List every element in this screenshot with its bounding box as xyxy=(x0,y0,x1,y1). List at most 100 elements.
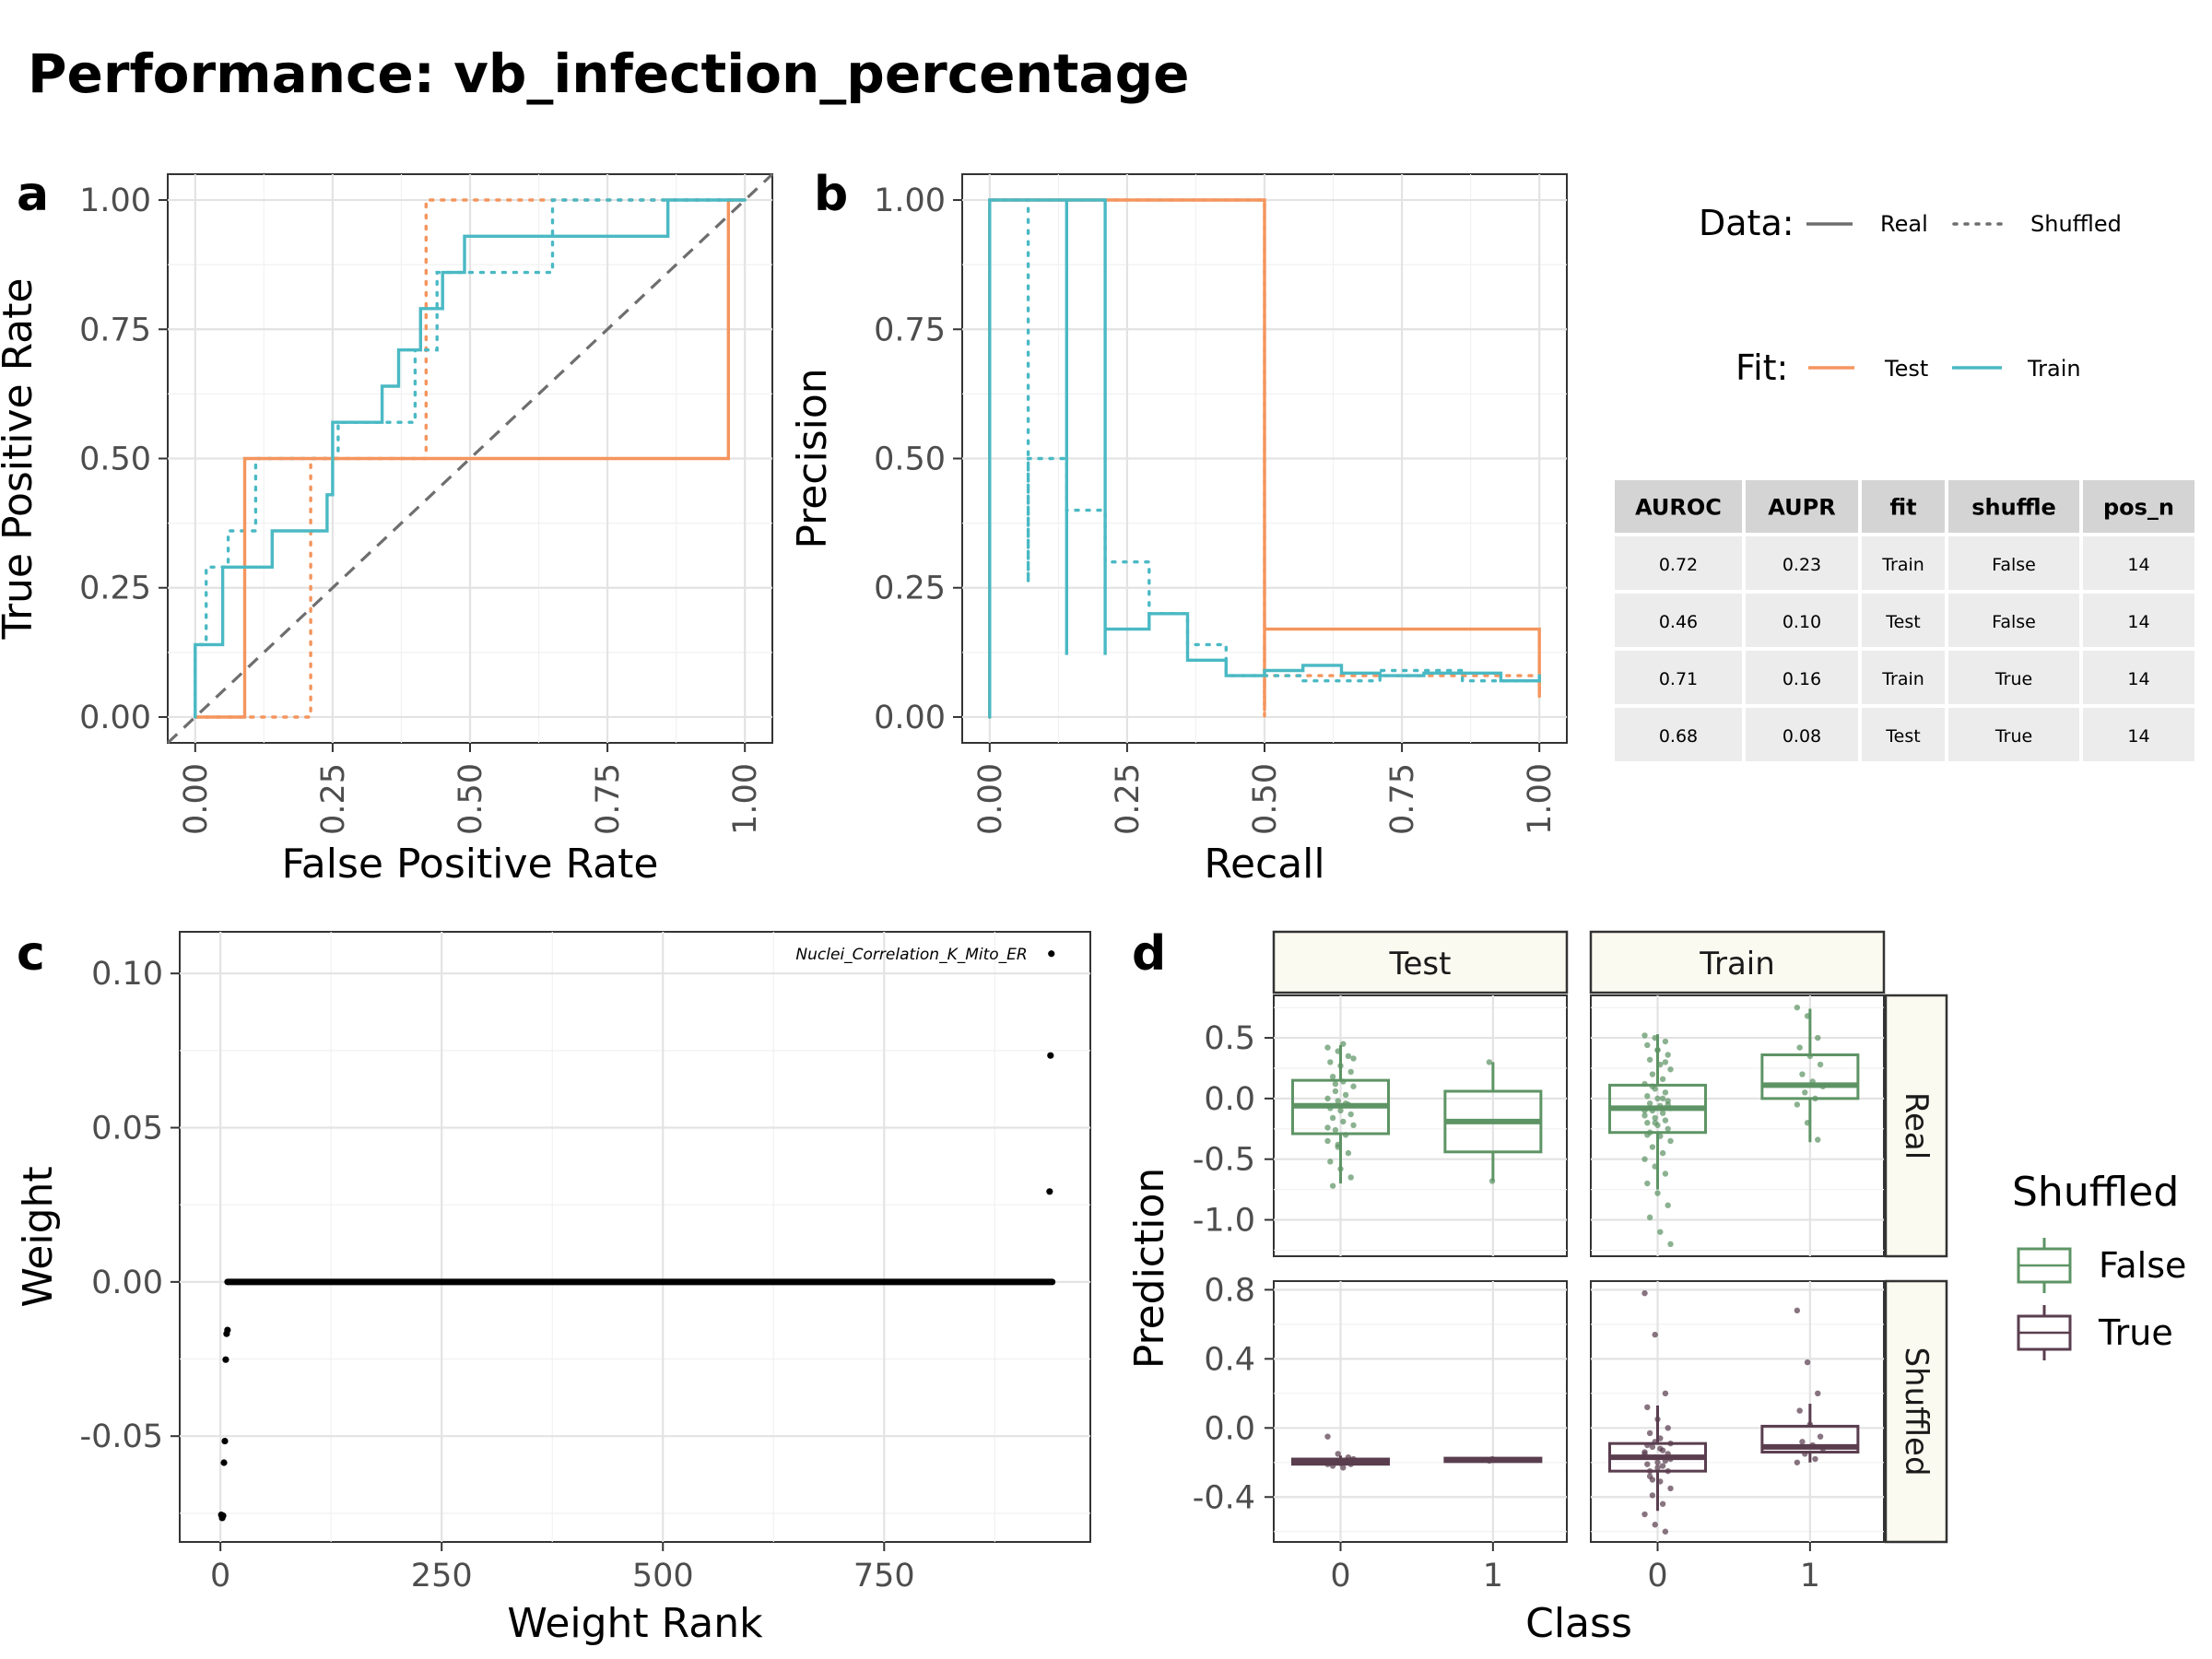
table-cell xyxy=(2083,536,2194,590)
x-axis-title: False Positive Rate xyxy=(282,841,659,888)
prediction-point xyxy=(1667,1440,1674,1447)
prediction-point xyxy=(1794,1101,1801,1108)
prediction-point xyxy=(1654,1459,1661,1465)
prediction-point xyxy=(1335,1141,1341,1148)
table-cell xyxy=(1948,594,2079,647)
table-header-label: fit xyxy=(1889,495,1916,521)
table-cell-value: 0.71 xyxy=(1659,669,1698,689)
prediction-point xyxy=(1332,1459,1339,1465)
table-cell xyxy=(2083,708,2194,761)
prediction-point xyxy=(1657,1478,1664,1485)
y-tick-label: 0.75 xyxy=(79,312,151,348)
prediction-point xyxy=(1665,1451,1671,1457)
curve-train-shuffled xyxy=(194,198,747,719)
table-cell-value: 0.08 xyxy=(1783,726,1821,747)
prediction-point xyxy=(1815,1034,1821,1041)
prediction-point xyxy=(1350,1083,1357,1089)
y-tick-label: 0.10 xyxy=(91,956,163,993)
prediction-point xyxy=(1335,1451,1341,1457)
table-cell-value: False xyxy=(1992,612,2036,632)
prediction-point xyxy=(1347,1461,1354,1467)
prediction-point xyxy=(1327,1159,1334,1165)
prediction-point xyxy=(1347,1174,1354,1181)
prediction-point xyxy=(1646,1467,1653,1475)
y-tick-label: 1.00 xyxy=(79,182,151,219)
panel-c-weights: Nuclei_Correlation_K_Mito_ER 0 250 500 750 -0… xyxy=(15,926,1091,1647)
prediction-point xyxy=(1662,1390,1669,1397)
facet-panel xyxy=(1590,1280,1885,1543)
prediction-point xyxy=(1654,1465,1661,1471)
prediction-point xyxy=(1345,1053,1352,1060)
weight-point xyxy=(1048,950,1055,958)
x-tick-label: 0 xyxy=(210,1558,230,1594)
prediction-point xyxy=(1815,1136,1821,1143)
prediction-point xyxy=(1654,1190,1661,1196)
prediction-point xyxy=(1324,1124,1331,1131)
prediction-point xyxy=(1340,1078,1347,1085)
prediction-point xyxy=(1812,1455,1818,1463)
prediction-point xyxy=(1809,1078,1816,1085)
prediction-point xyxy=(1659,1110,1666,1116)
facet-strip-label: Train xyxy=(1699,946,1775,982)
y-axis-title: Prediction xyxy=(1126,1168,1173,1370)
facet-strip-label: Test xyxy=(1389,946,1452,982)
curve-train-real xyxy=(194,198,747,719)
prediction-point xyxy=(1350,1455,1357,1463)
prediction-point xyxy=(1347,1068,1354,1076)
prediction-point xyxy=(1806,1421,1814,1428)
prediction-point xyxy=(1649,1144,1656,1150)
prediction-point xyxy=(1324,1461,1331,1467)
prediction-point xyxy=(1347,1111,1354,1118)
y-axis-title: Weight xyxy=(15,1166,62,1307)
prediction-point xyxy=(1342,1457,1349,1465)
panel-d-predictions: Test Train Real Shuffled -1.0 -0.5 0.0 0.5 -0.4 0… xyxy=(1126,926,1948,1647)
table-cell xyxy=(1615,708,1742,761)
prediction-point xyxy=(1641,1511,1648,1518)
prediction-point xyxy=(1652,1034,1658,1041)
prediction-point xyxy=(1350,1122,1357,1129)
legend-label-real: Real xyxy=(1880,211,1928,237)
prediction-point xyxy=(1652,1163,1658,1170)
table-header-label: AUROC xyxy=(1635,495,1722,521)
prediction-point xyxy=(1815,1390,1821,1397)
table-cell-value: 0.23 xyxy=(1783,555,1821,575)
x-tick-label: 0.00 xyxy=(972,763,1009,835)
prediction-point xyxy=(1662,1457,1669,1465)
plot-area xyxy=(179,931,1091,1543)
y-tick-label: 0.8 xyxy=(1204,1272,1255,1309)
prediction-point xyxy=(1665,1125,1671,1132)
prediction-point xyxy=(1659,1076,1666,1083)
y-tick-label: -0.5 xyxy=(1193,1142,1255,1179)
legend-label-shuffled-true: True xyxy=(2098,1312,2173,1353)
prediction-point xyxy=(1335,1048,1341,1054)
panel-tag: b xyxy=(814,167,848,222)
table-cell xyxy=(2083,594,2194,647)
legend-title-fit: Fit: xyxy=(1735,347,1788,388)
table-cell xyxy=(1948,708,2079,761)
table-cell-value: Test xyxy=(1885,726,1920,747)
x-tick-label: 0.50 xyxy=(1247,763,1284,835)
table-cell-value: 14 xyxy=(2127,612,2149,632)
y-tick-label: 1.00 xyxy=(874,182,946,219)
table-cell xyxy=(1862,708,1945,761)
prediction-point xyxy=(1646,1100,1653,1107)
prediction-point xyxy=(1817,1433,1824,1440)
prediction-point xyxy=(1654,1416,1661,1423)
prediction-point xyxy=(1335,1098,1341,1104)
table-cell-value: 0.46 xyxy=(1659,612,1698,632)
table-cell-value: 0.72 xyxy=(1659,555,1698,575)
prediction-point xyxy=(1799,1071,1806,1077)
legend-label-shuffled-false: False xyxy=(2099,1245,2186,1286)
prediction-point xyxy=(1327,1105,1334,1112)
prediction-point xyxy=(1662,1059,1669,1065)
weight-point xyxy=(1047,1052,1054,1059)
y-axis-title: Precision xyxy=(789,368,836,548)
prediction-point xyxy=(1649,1071,1656,1077)
facet-panel xyxy=(1273,1280,1568,1543)
prediction-point xyxy=(1324,1137,1331,1145)
prediction-point xyxy=(1332,1080,1339,1088)
prediction-point xyxy=(1662,1089,1669,1096)
x-axis-title: Weight Rank xyxy=(507,1600,763,1647)
prediction-point xyxy=(1806,1053,1814,1060)
